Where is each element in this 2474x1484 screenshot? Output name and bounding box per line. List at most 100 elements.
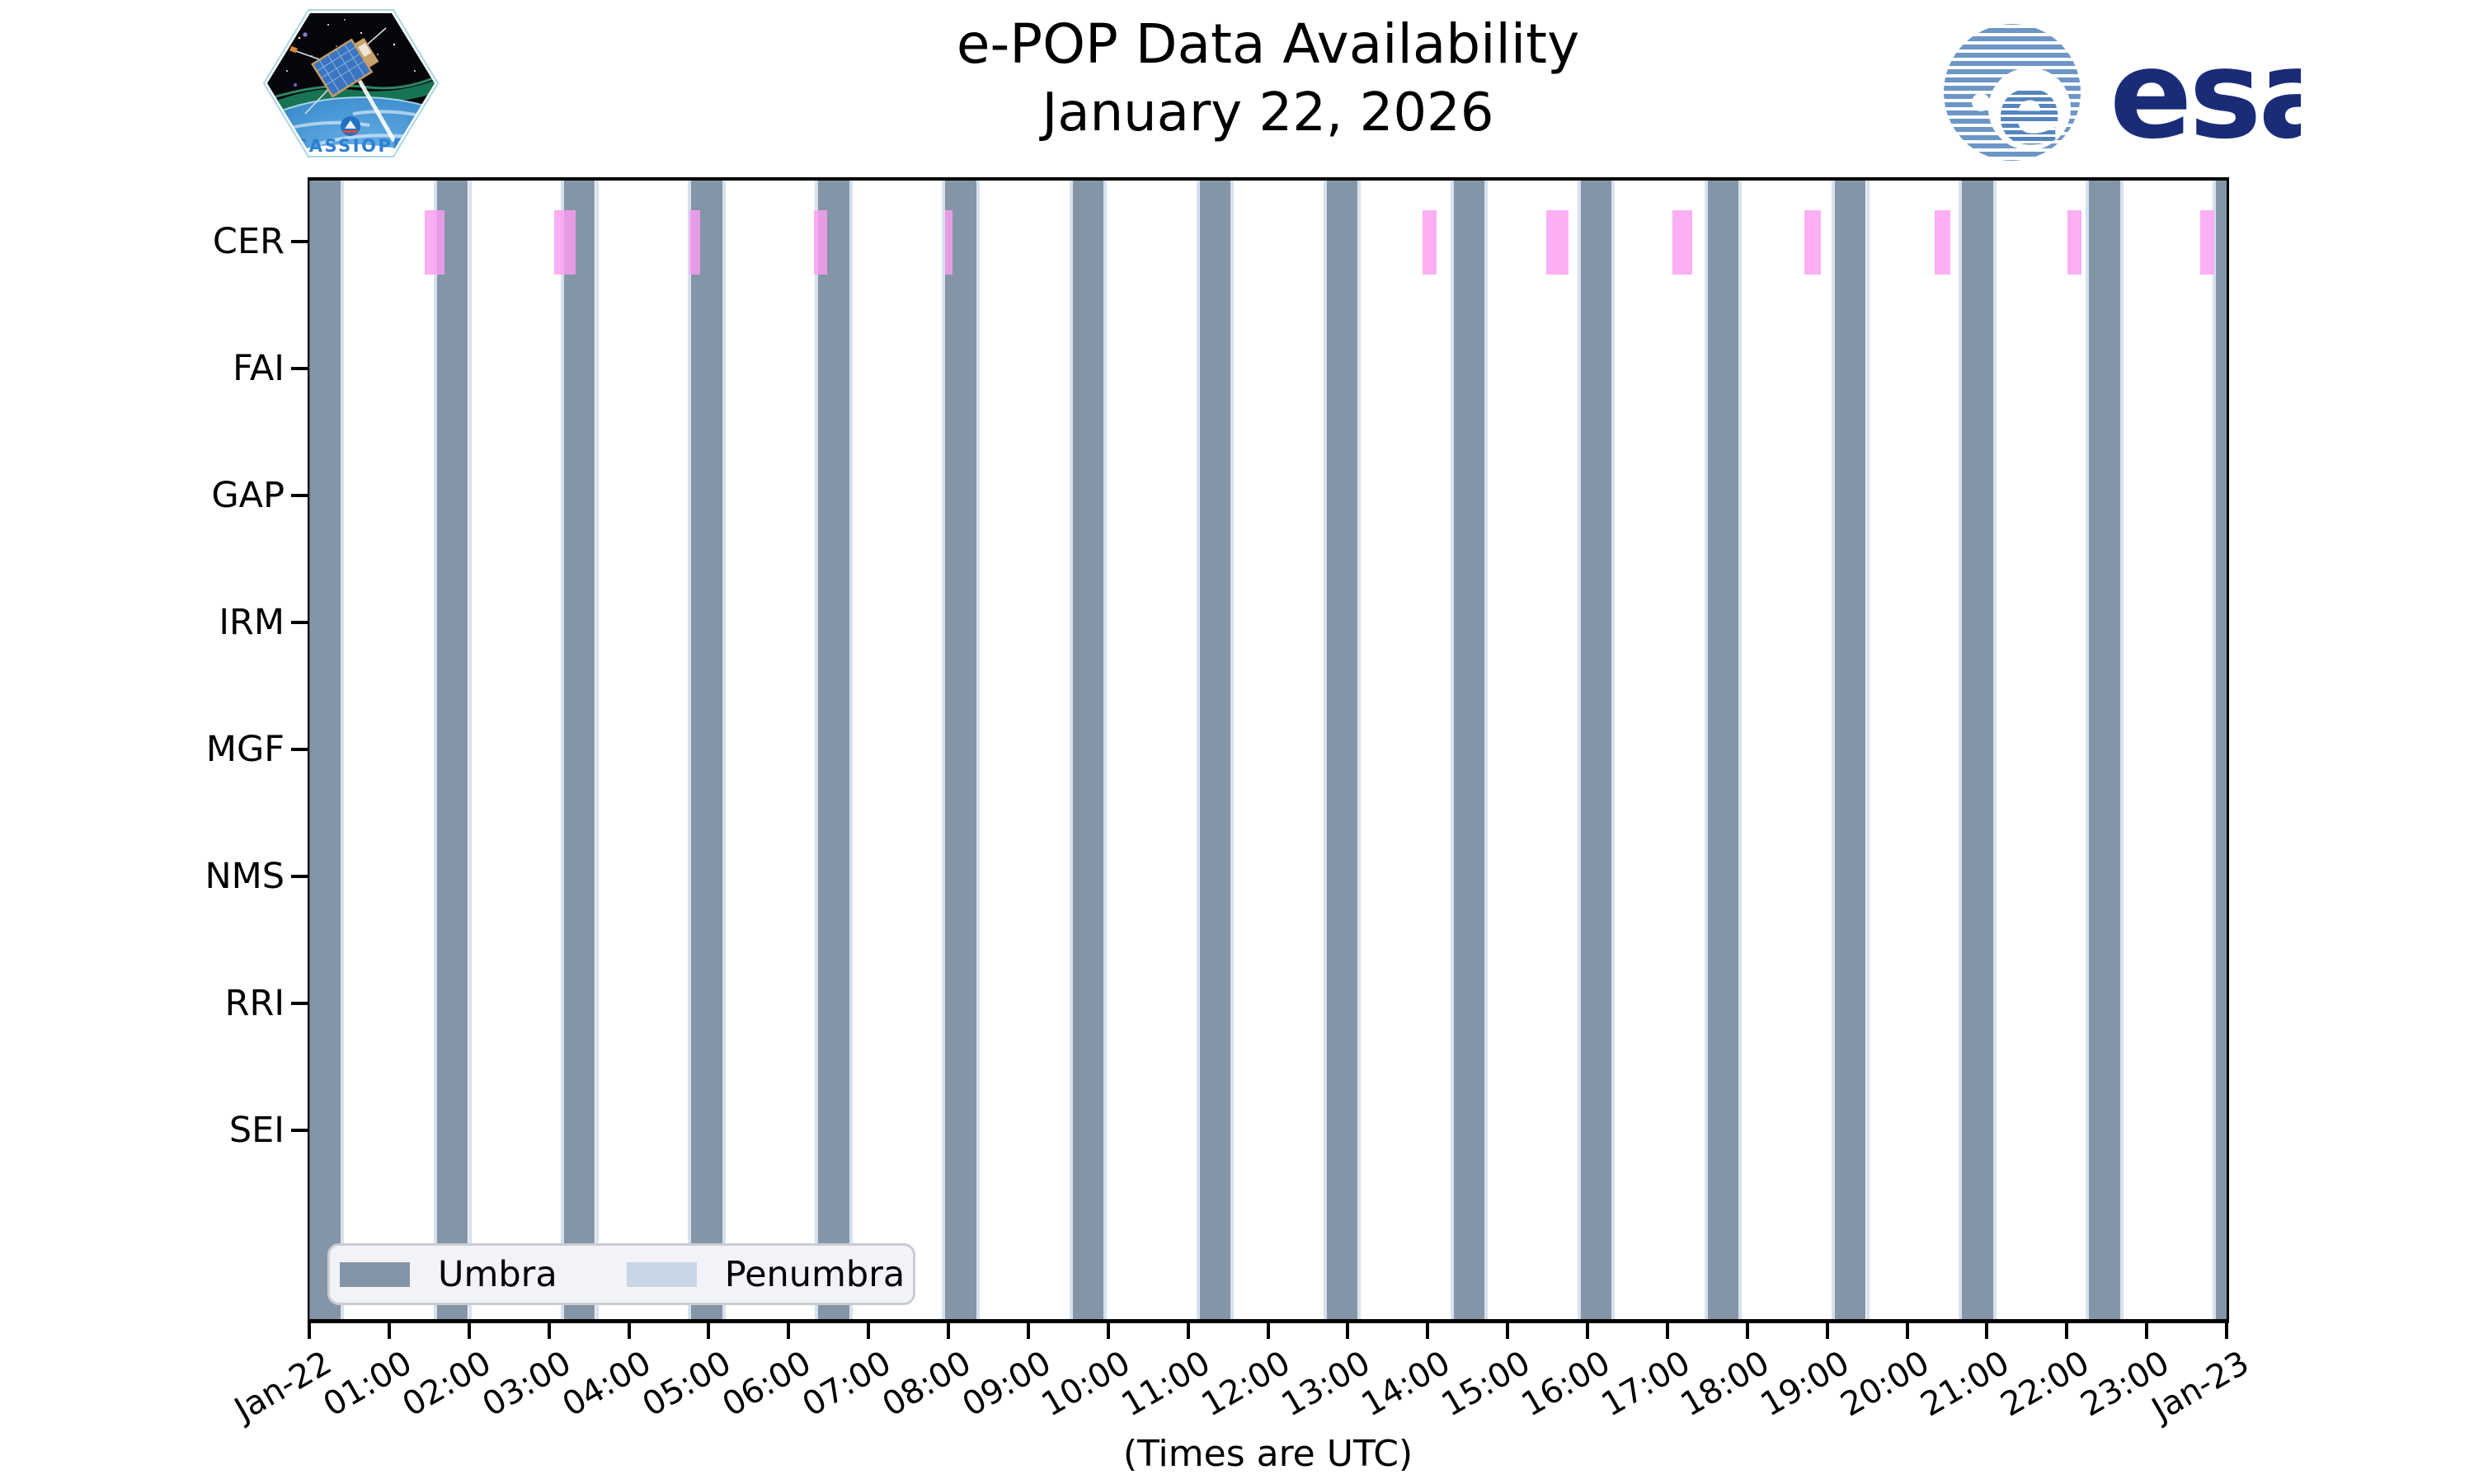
penumbra-strip: [722, 181, 726, 1319]
penumbra-strip: [849, 181, 853, 1319]
x-tick-mark: [1106, 1323, 1110, 1339]
y-tick-label-mgf: MGF: [205, 729, 285, 770]
cer-availability-bar: [1804, 210, 1821, 275]
x-tick-label: 17:00: [1595, 1344, 1696, 1425]
esa-globe-dot: [1972, 93, 1990, 111]
y-tick-label-rri: RRI: [224, 983, 285, 1024]
umbra-bar: [2216, 181, 2227, 1319]
chart-title: e-POP Data Availability: [956, 12, 1580, 76]
y-tick-mark: [291, 494, 309, 497]
patch-star-bright: [303, 32, 308, 37]
y-tick-mark: [291, 1002, 309, 1005]
penumbra-strip: [1484, 181, 1489, 1319]
penumbra-strip: [1450, 181, 1454, 1319]
x-tick-mark: [467, 1323, 471, 1339]
umbra-bar: [437, 181, 468, 1319]
penumbra-strip: [2119, 181, 2124, 1319]
penumbra-strip: [688, 181, 692, 1319]
x-tick-mark: [1026, 1323, 1030, 1339]
x-tick-mark: [547, 1323, 551, 1339]
x-tick-label: 03:00: [476, 1344, 578, 1425]
umbra-bar: [1581, 181, 1612, 1319]
esa-logo-graphic: e esa: [1942, 22, 2340, 167]
x-tick-mark: [387, 1323, 391, 1339]
x-tick-label: 19:00: [1754, 1344, 1856, 1425]
umbra-bar: [1199, 181, 1231, 1319]
x-tick-label: 13:00: [1275, 1344, 1377, 1425]
esa-wordmark: esa: [2109, 24, 2301, 166]
y-tick-mark: [291, 875, 309, 878]
patch-beam: [357, 79, 397, 143]
esa-globe-e: e: [1997, 53, 2062, 167]
x-tick-label: 15:00: [1435, 1344, 1537, 1425]
umbra-bar: [1835, 181, 1866, 1319]
x-tick-mark: [1825, 1323, 1829, 1339]
x-tick-label: 09:00: [956, 1344, 1057, 1425]
cer-availability-bar: [2200, 210, 2214, 275]
x-tick-label: 02:00: [396, 1344, 498, 1425]
penumbra-strip: [1323, 181, 1327, 1319]
cer-availability-bar: [1546, 210, 1569, 275]
penumbra-strip: [1738, 181, 1743, 1319]
penumbra-strip: [1865, 181, 1870, 1319]
x-tick-mark: [1346, 1323, 1350, 1339]
penumbra-strip: [1357, 181, 1362, 1319]
y-tick-mark: [291, 367, 309, 370]
cassiope-wordmark: CASSIOPE: [294, 136, 407, 156]
penumbra-strip: [2086, 181, 2090, 1319]
cer-availability-bar: [814, 210, 828, 275]
x-tick-mark: [947, 1323, 950, 1339]
x-tick-mark: [1506, 1323, 1510, 1339]
penumbra-strip: [468, 181, 472, 1319]
title-block: e-POP Data Availability January 22, 2026: [309, 8, 2227, 146]
plot-spine-top: [308, 177, 2229, 181]
umbra-bar: [1962, 181, 1993, 1319]
x-tick-mark: [1905, 1323, 1909, 1339]
penumbra-strip: [309, 181, 310, 1319]
cer-availability-bar: [1672, 210, 1692, 275]
x-tick-mark: [787, 1323, 791, 1339]
y-tick-label-irm: IRM: [219, 602, 285, 643]
umbra-bar: [1453, 181, 1485, 1319]
plot-spine-right: [2226, 177, 2229, 1323]
y-tick-mark: [291, 1129, 309, 1132]
x-tick-mark: [2225, 1323, 2228, 1339]
chart-subtitle: January 22, 2026: [1042, 82, 1494, 144]
x-tick-label: 14:00: [1355, 1344, 1457, 1425]
umbra-bar: [1708, 181, 1739, 1319]
x-tick-label: Jan-22: [228, 1344, 338, 1430]
x-tick-label: 11:00: [1115, 1344, 1217, 1425]
x-tick-label: 08:00: [876, 1344, 977, 1425]
y-tick-mark: [291, 748, 309, 751]
penumbra-strip: [1959, 181, 1963, 1319]
x-tick-mark: [1586, 1323, 1589, 1339]
umbra-bar: [564, 181, 595, 1319]
x-tick-label: 21:00: [1914, 1344, 2016, 1425]
penumbra-strip: [815, 181, 819, 1319]
penumbra-strip: [434, 181, 438, 1319]
x-tick-label: 05:00: [636, 1344, 738, 1425]
x-tick-mark: [867, 1323, 871, 1339]
cassiope-patch-graphic: CASSIOPE: [262, 9, 440, 157]
x-tick-label: 01:00: [317, 1344, 418, 1425]
penumbra-strip: [1230, 181, 1235, 1319]
penumbra-strip: [1196, 181, 1200, 1319]
penumbra-strip: [1577, 181, 1581, 1319]
cer-availability-bar: [425, 210, 444, 275]
umbra-bar: [691, 181, 722, 1319]
x-tick-label: 04:00: [556, 1344, 658, 1425]
umbra-bar: [818, 181, 849, 1319]
x-tick-label: 22:00: [1994, 1344, 2096, 1425]
penumbra-strip: [1069, 181, 1073, 1319]
penumbra-strip: [1704, 181, 1708, 1319]
y-tick-mark: [291, 240, 309, 243]
legend-label-penumbra: Penumbra: [724, 1253, 905, 1295]
umbra-bar: [310, 181, 341, 1319]
cer-availability-bar: [1423, 210, 1437, 275]
penumbra-strip: [341, 181, 345, 1319]
y-tick-mark: [291, 621, 309, 624]
x-tick-mark: [1426, 1323, 1430, 1339]
cer-availability-bar: [554, 210, 576, 275]
legend-swatch-umbra: [340, 1261, 410, 1287]
